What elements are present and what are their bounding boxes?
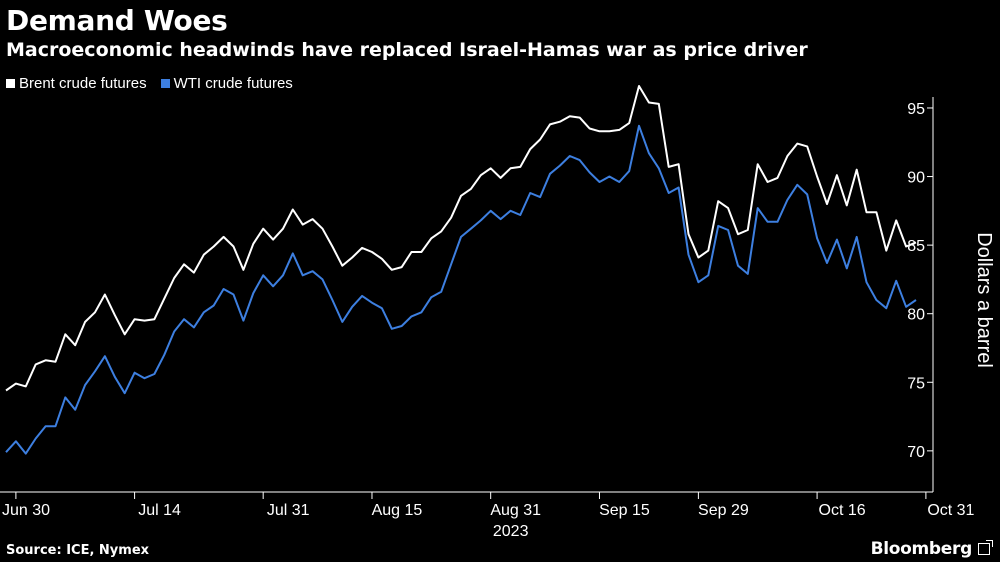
y-axis-label: Dollars a barrel <box>973 232 995 368</box>
x-tick-label: Oct 16 <box>819 502 866 519</box>
y-tick-label: 80 <box>907 307 925 324</box>
x-tick-label: Sep 15 <box>599 502 650 519</box>
x-tick-label: Jun 30 <box>2 502 50 519</box>
source-note: Source: ICE, Nymex <box>6 543 150 558</box>
chart-title: Demand Woes <box>6 4 228 37</box>
legend-swatch-brent <box>6 79 15 88</box>
y-tick-label: 75 <box>907 375 925 392</box>
brand-logo: Bloomberg <box>870 539 993 559</box>
legend-label-brent: Brent crude futures <box>19 75 147 92</box>
legend-swatch-wti <box>160 79 170 88</box>
y-tick-label: 70 <box>907 444 925 461</box>
legend: Brent crude futures WTI crude futures <box>6 75 307 92</box>
legend-label-wti: WTI crude futures <box>173 75 293 92</box>
series-line-brent <box>5 85 917 392</box>
x-tick-label: Aug 31 <box>490 502 541 519</box>
y-tick-label: 85 <box>907 238 925 255</box>
x-tick-label: Jul 31 <box>267 502 310 519</box>
x-tick-label: Oct 31 <box>927 502 974 519</box>
x-year-label: 2023 <box>493 523 529 540</box>
external-link-icon <box>978 540 993 555</box>
brand-name: Bloomberg <box>870 539 973 559</box>
x-tick-label: Aug 15 <box>372 502 423 519</box>
x-tick-label: Jul 14 <box>138 502 181 519</box>
legend-item-brent: Brent crude futures <box>6 75 147 92</box>
x-tick-label: Sep 29 <box>698 502 749 519</box>
chart-subtitle: Macroeconomic headwinds have replaced Is… <box>6 39 808 61</box>
y-tick-label: 95 <box>907 101 925 118</box>
y-tick-label: 90 <box>907 170 925 187</box>
series-line-wti <box>5 124 917 455</box>
legend-item-wti: WTI crude futures <box>160 75 293 92</box>
